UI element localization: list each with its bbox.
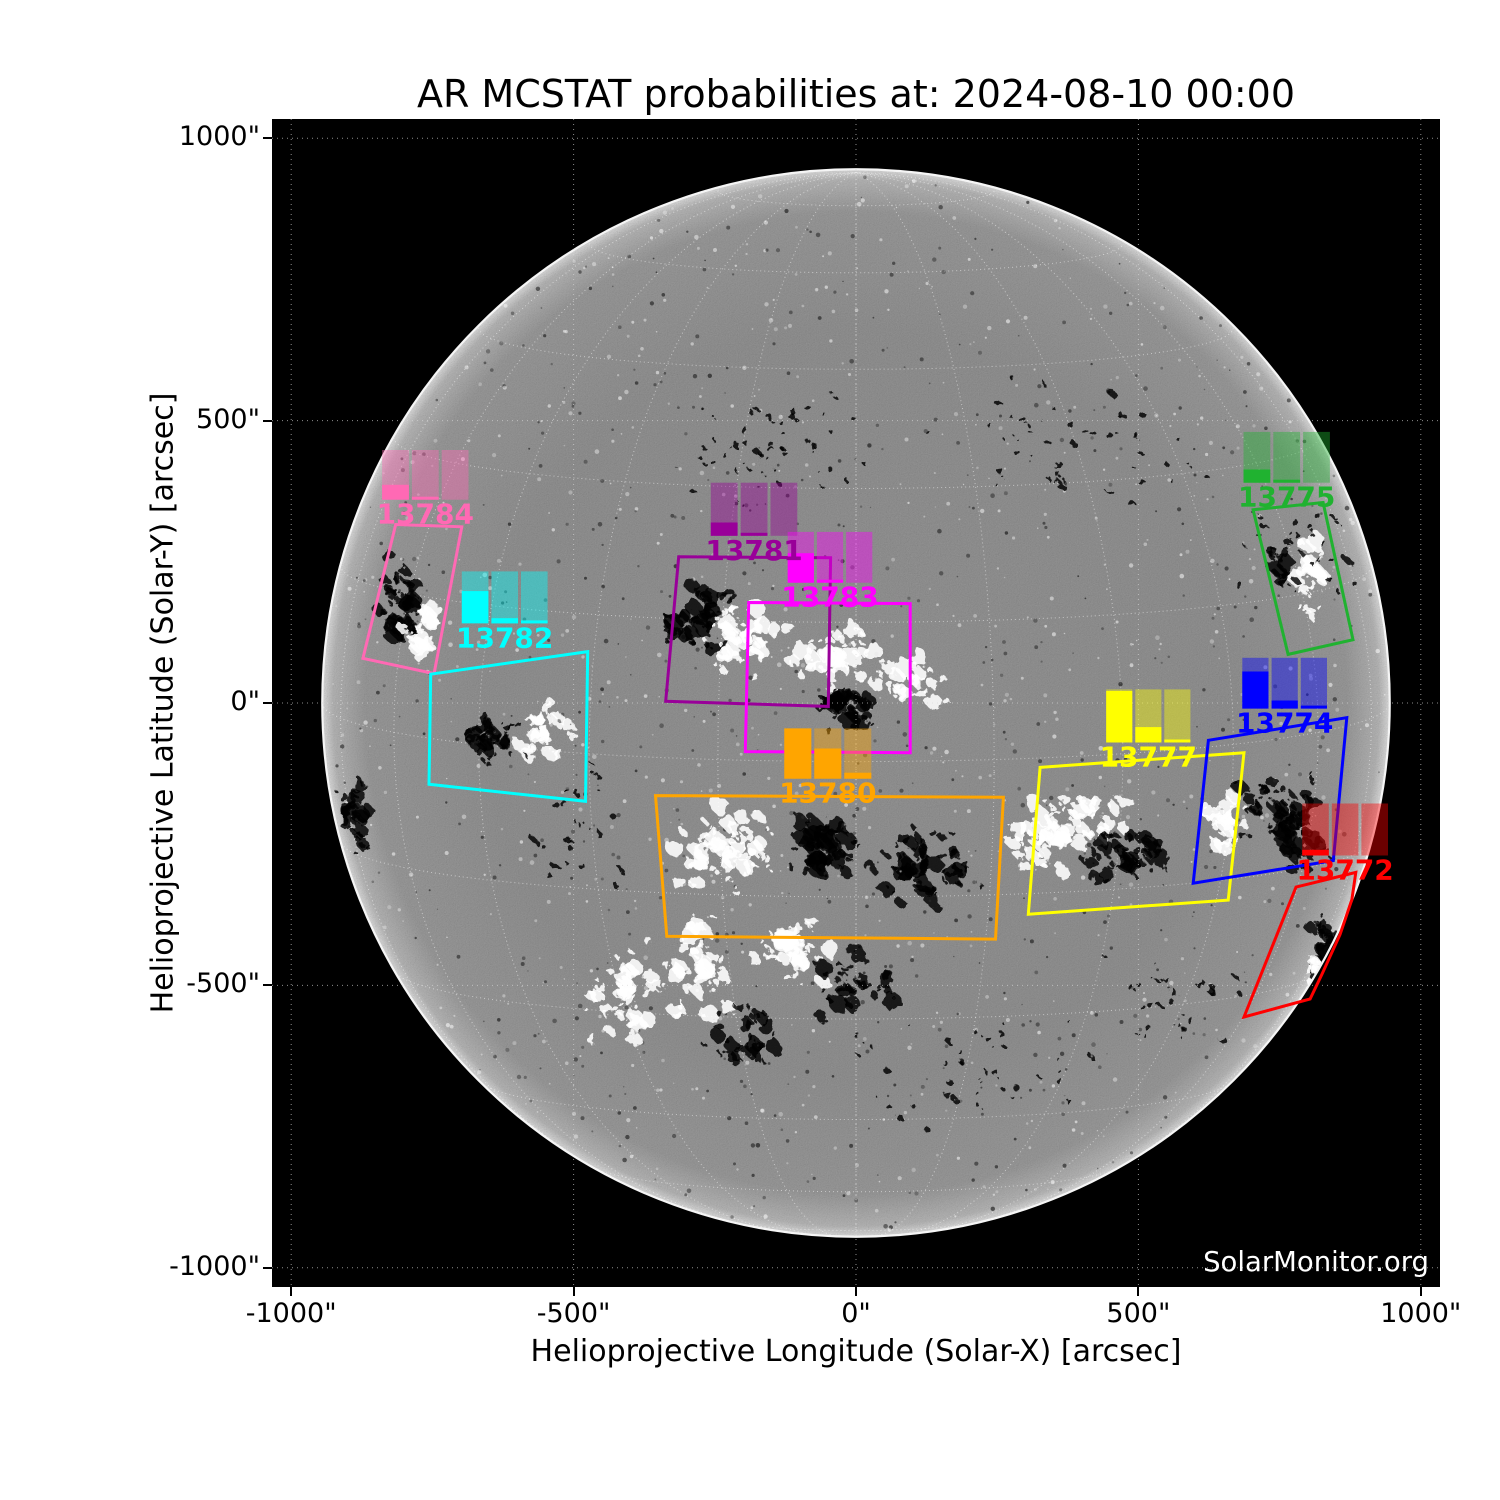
ar-label-13780: 13780 [779,777,876,810]
ar-barchart-13781 [710,482,798,536]
ar-barchart-13783 [787,531,873,583]
y-tick-mark [263,1266,272,1269]
chart-title: AR MCSTAT probabilities at: 2024-08-10 0… [416,72,1296,116]
x-tick-mark [572,1287,575,1296]
ar-barchart-13782 [461,571,548,624]
ar-barchart-13775 [1243,431,1330,483]
y-tick-mark [263,137,272,140]
ar-boxes [361,500,1358,1020]
y-tick-label: 0" [230,686,260,717]
ar-box-13774 [1191,715,1349,885]
x-axis-label: Helioprojective Longitude (Solar-X) [arc… [530,1334,1182,1369]
ar-bar-charts [382,431,1388,856]
ar-barchart-13780 [784,728,872,779]
ar-box-13775 [1251,500,1355,657]
y-tick-label: 500" [196,403,260,435]
x-tick-mark [290,1287,293,1296]
x-tick-label: 0" [841,1298,871,1329]
ar-barchart-13772 [1302,803,1388,856]
ar-box-13772 [1241,870,1358,1020]
x-tick-mark [1137,1287,1140,1296]
ar-barchart-13774 [1242,657,1327,709]
ar-label-13783: 13783 [781,581,878,614]
x-tick-label: 1000" [1380,1298,1462,1329]
ar-box-13783 [743,600,912,755]
ar-labels: 13784 13782 13781 13783 13780 13777 13774 13775… [377,481,1394,887]
ar-box-13781 [664,555,833,708]
ar-label-13772: 13772 [1296,854,1393,887]
plot-area: 13784 13782 13781 13783 13780 13777 13774 13775… [272,119,1440,1287]
x-tick-label: -500" [536,1298,611,1329]
x-tick-label: 500" [1106,1298,1171,1329]
ar-label-13782: 13782 [456,621,553,654]
ar-box-13780 [653,794,1005,941]
ar-label-13777: 13777 [1100,741,1197,774]
ar-label-13774: 13774 [1236,707,1333,740]
y-tick-label: -500" [186,968,260,1000]
y-tick-label: 1000" [178,121,260,153]
ar-label-13781: 13781 [705,534,802,567]
ar-barchart-13777 [1106,689,1191,743]
y-tick-mark [263,419,272,422]
x-tick-mark [1419,1287,1422,1296]
y-tick-mark [263,702,272,704]
magnetogram-plot: 13784 13782 13781 13783 13780 13777 13774 13775… [272,119,1440,1287]
x-tick-label: -1000" [245,1298,337,1329]
ar-label-13784: 13784 [377,498,474,531]
ar-box-13777 [1026,751,1246,916]
active-regions-layer: 13784 13782 13781 13783 13780 13777 13774 13775… [361,431,1394,1020]
ar-box-13782 [427,649,590,803]
y-tick-label: -1000" [169,1250,260,1282]
x-tick-mark [855,1287,857,1296]
ar-barchart-13784 [382,450,469,500]
watermark-text: SolarMonitor.org [1203,1246,1429,1278]
ar-label-13775: 13775 [1238,481,1335,514]
y-tick-mark [263,984,272,987]
